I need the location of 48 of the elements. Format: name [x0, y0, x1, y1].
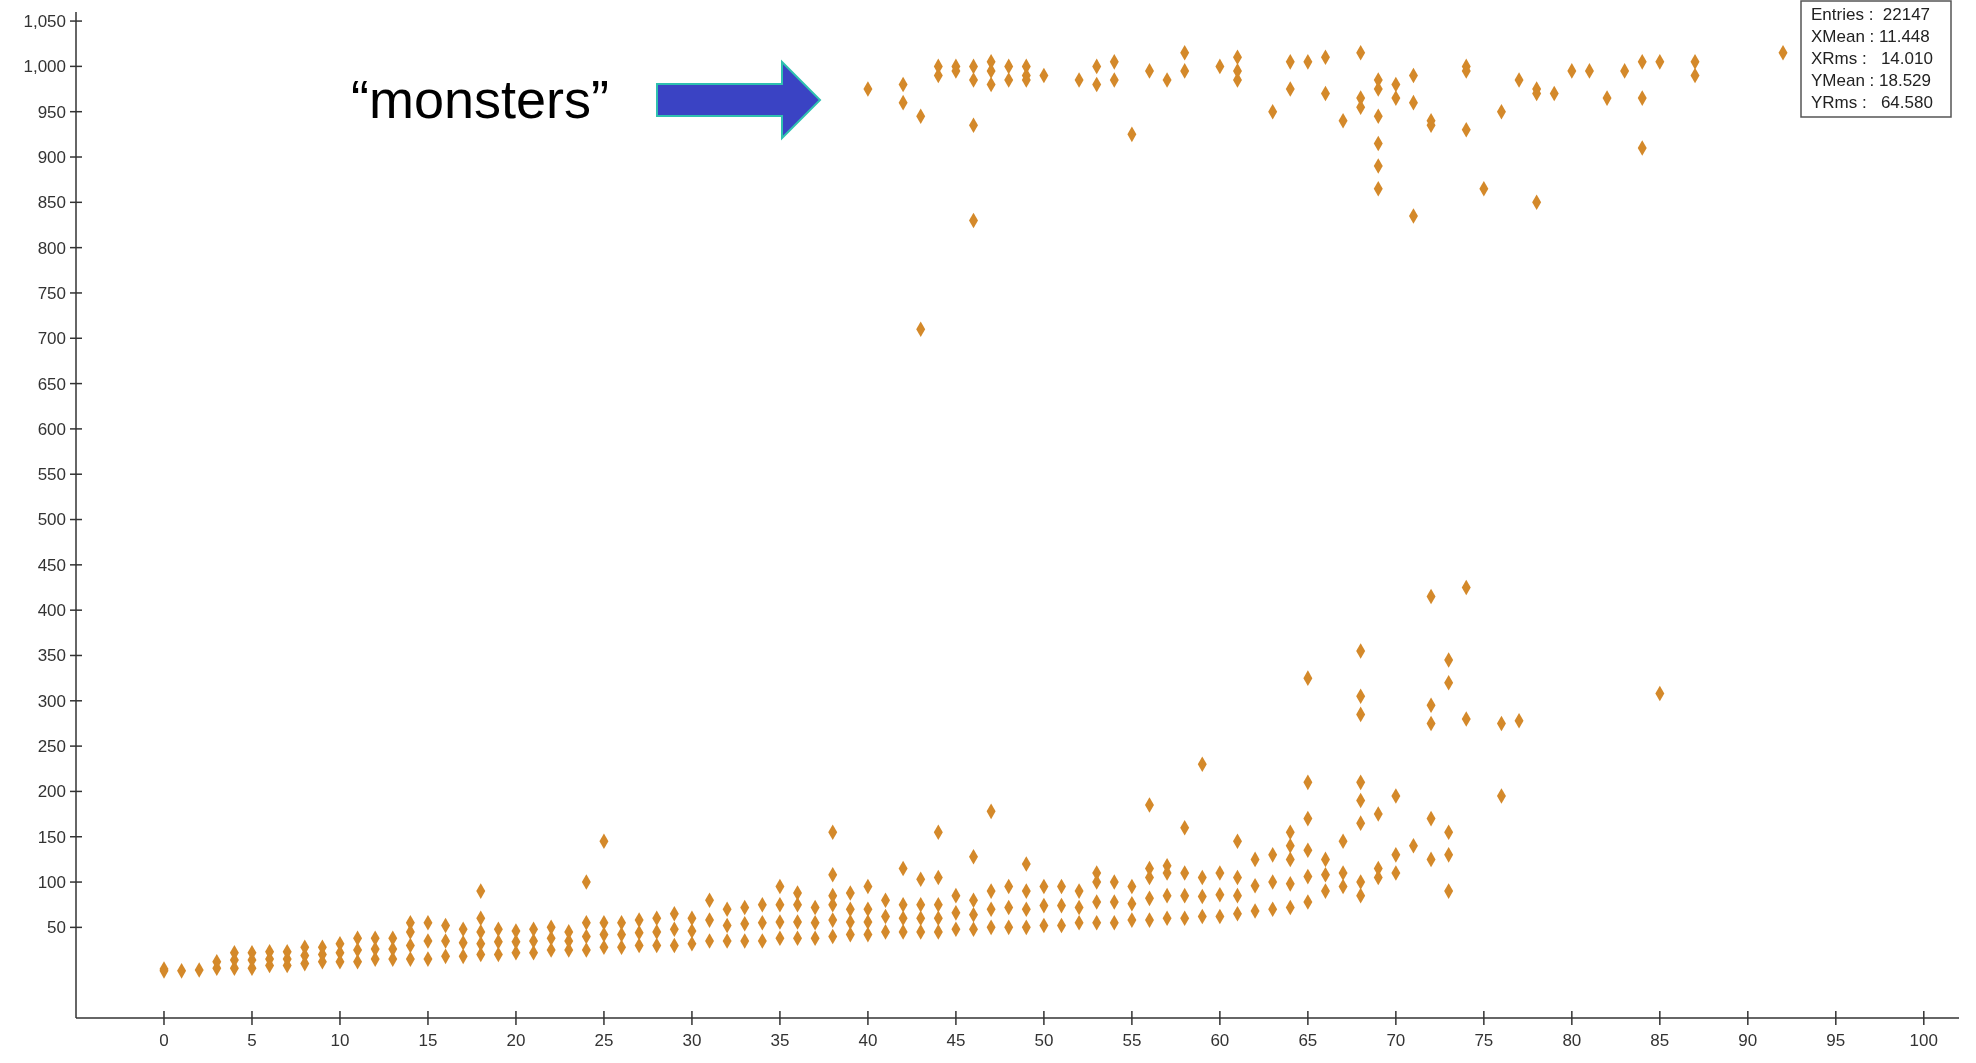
x-tick-label: 15: [418, 1031, 438, 1050]
y-tick-label: 350: [37, 646, 66, 666]
y-tick-label: 1,050: [23, 12, 66, 32]
x-tick-label: 50: [1034, 1031, 1054, 1050]
x-tick-label: 100: [1909, 1031, 1938, 1050]
annotation: “monsters”: [350, 69, 610, 129]
y-tick-label: 200: [37, 782, 66, 802]
x-tick-label: 90: [1738, 1031, 1758, 1050]
annotation: XMean : 11.448: [1811, 27, 1930, 46]
x-tick-label: 35: [770, 1031, 790, 1050]
y-tick-label: 600: [37, 419, 66, 439]
y-tick-label: 950: [37, 102, 66, 122]
x-tick-label: 40: [858, 1031, 878, 1050]
y-tick-label: 100: [37, 873, 66, 892]
x-tick-label: 75: [1474, 1031, 1494, 1050]
y-tick-label: 500: [37, 510, 66, 530]
annotation: YRms : 64.580: [1811, 93, 1933, 112]
y-tick-label: 50: [47, 918, 66, 938]
annotation: YMean : 18.529: [1811, 71, 1932, 90]
x-tick-label: 70: [1386, 1031, 1406, 1050]
x-tick-label: 55: [1122, 1031, 1142, 1050]
y-tick-label: 850: [37, 193, 66, 213]
x-tick-label: 45: [946, 1031, 966, 1050]
y-tick-label: 900: [37, 147, 66, 167]
y-tick-label: 400: [37, 601, 66, 621]
y-tick-label: 300: [37, 691, 66, 711]
x-tick-label: 60: [1210, 1031, 1230, 1050]
y-tick-label: 150: [37, 827, 66, 847]
y-tick-label: 1,000: [23, 57, 66, 77]
x-tick-label: 0: [159, 1031, 169, 1050]
annotation: XRms : 14.010: [1811, 49, 1933, 68]
x-tick-label: 95: [1826, 1031, 1846, 1050]
y-tick-label: 750: [37, 283, 66, 303]
x-tick-label: 30: [682, 1031, 702, 1050]
annotation: Entries : 22147: [1811, 5, 1931, 24]
x-tick-label: 65: [1298, 1031, 1318, 1050]
x-tick-label: 5: [247, 1031, 257, 1050]
y-tick-label: 700: [37, 329, 66, 349]
y-tick-label: 650: [37, 374, 66, 394]
y-tick-label: 800: [37, 238, 66, 258]
y-tick-label: 550: [37, 465, 66, 485]
x-tick-label: 25: [594, 1031, 614, 1050]
x-tick-label: 20: [506, 1031, 526, 1050]
y-tick-label: 250: [37, 737, 66, 757]
y-tick-label: 450: [37, 555, 66, 575]
x-tick-label: 10: [330, 1031, 350, 1050]
x-tick-label: 80: [1562, 1031, 1582, 1050]
x-tick-label: 85: [1650, 1031, 1670, 1050]
